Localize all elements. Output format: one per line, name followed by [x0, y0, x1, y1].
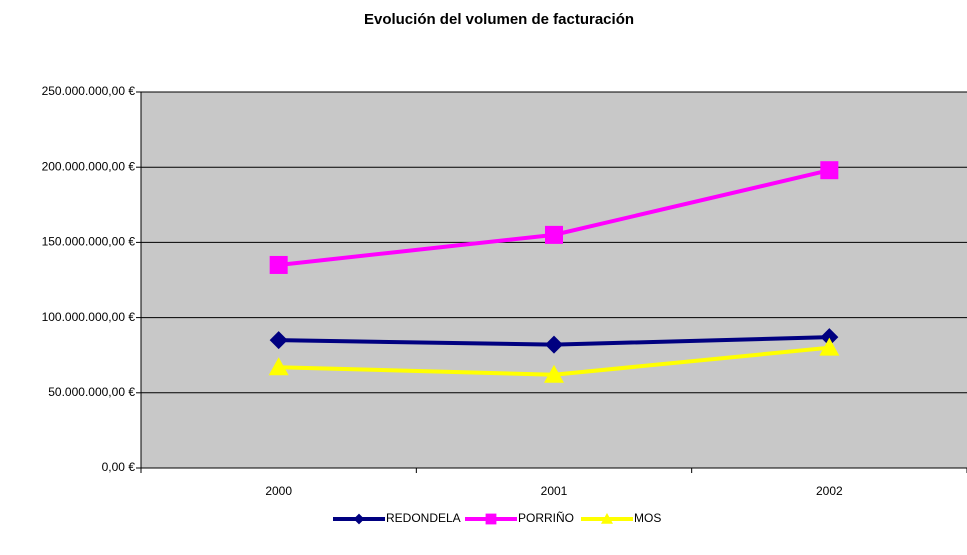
- x-tick-label: 2000: [265, 484, 292, 498]
- plot-area: [141, 92, 967, 468]
- y-tick-label: 0,00 €: [102, 460, 136, 474]
- legend-label: MOS: [634, 511, 661, 525]
- x-tick-label: 2001: [541, 484, 568, 498]
- marker: [820, 161, 839, 180]
- marker: [545, 335, 563, 354]
- marker: [268, 357, 289, 376]
- marker: [544, 364, 564, 383]
- y-tick-label: 50.000.000,00 €: [48, 385, 135, 399]
- x-tick-label: 2002: [816, 484, 843, 498]
- legend-label: PORRIÑO: [518, 511, 574, 525]
- marker: [545, 225, 563, 244]
- marker: [353, 513, 365, 525]
- marker: [819, 337, 840, 356]
- marker: [269, 255, 288, 274]
- chart-title: Evolución del volumen de facturación: [364, 11, 634, 28]
- y-tick-label: 100.000.000,00 €: [42, 310, 136, 324]
- marker: [269, 331, 288, 350]
- y-tick-label: 150.000.000,00 €: [42, 235, 136, 249]
- legend-label: REDONDELA: [386, 511, 461, 525]
- marker: [601, 513, 613, 524]
- y-tick-label: 200.000.000,00 €: [42, 159, 136, 173]
- y-tick-label: 250.000.000,00 €: [42, 84, 136, 98]
- marker: [485, 513, 497, 525]
- marker: [820, 328, 839, 347]
